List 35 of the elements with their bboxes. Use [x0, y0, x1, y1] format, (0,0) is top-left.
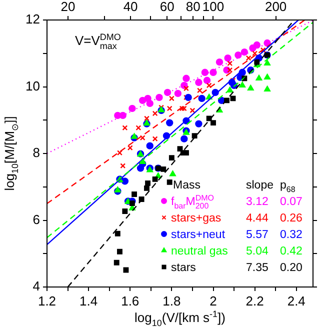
annotation: slope [246, 180, 274, 192]
annotation: 7.35 [246, 262, 268, 274]
x2-tick-label: 60 [160, 0, 174, 14]
x-tick-label: 1.4 [80, 293, 98, 308]
legend-title: Mass [173, 180, 201, 192]
x-tick-label: 2.4 [287, 293, 306, 308]
y-tick-label: 4 [32, 278, 40, 294]
x-tick-label: 1.6 [121, 293, 140, 308]
annotation: 5.04 [246, 246, 269, 258]
y-axis-title: log10[M/[M⊙]] [2, 116, 20, 191]
x-tick-label: 1.2 [38, 293, 56, 308]
legend-label: stars+gas [171, 212, 222, 224]
x2-tick-label: 80 [186, 0, 200, 14]
annotation: 0.20 [280, 262, 302, 274]
annotation: 4.44 [246, 212, 269, 224]
annotation: 5.57 [246, 229, 268, 241]
x-tick-label: 1.8 [162, 293, 181, 308]
x-tick-label: 2.2 [246, 293, 264, 308]
annotation: 0.07 [280, 196, 302, 208]
x-tick-label: 2 [210, 293, 217, 308]
y-tick-label: 12 [26, 12, 40, 27]
x2-tick-label: 200 [264, 0, 287, 14]
legend-label: neutral gas [171, 246, 228, 258]
y-tick-label: 10 [26, 78, 40, 94]
x2-tick-label: 20 [60, 0, 76, 14]
annotation: 0.42 [280, 246, 302, 258]
x2-tick-label: 40 [123, 0, 138, 14]
y-tick-label: 6 [32, 212, 40, 227]
legend-label: stars+neut [171, 229, 226, 241]
annotation: 0.26 [280, 212, 302, 224]
y-tick-label: 8 [32, 145, 40, 160]
legend-label: stars [171, 262, 196, 274]
x2-tick-label: 100 [202, 0, 224, 14]
annotation: 0.32 [280, 229, 302, 241]
annotation: 3.12 [246, 196, 268, 208]
